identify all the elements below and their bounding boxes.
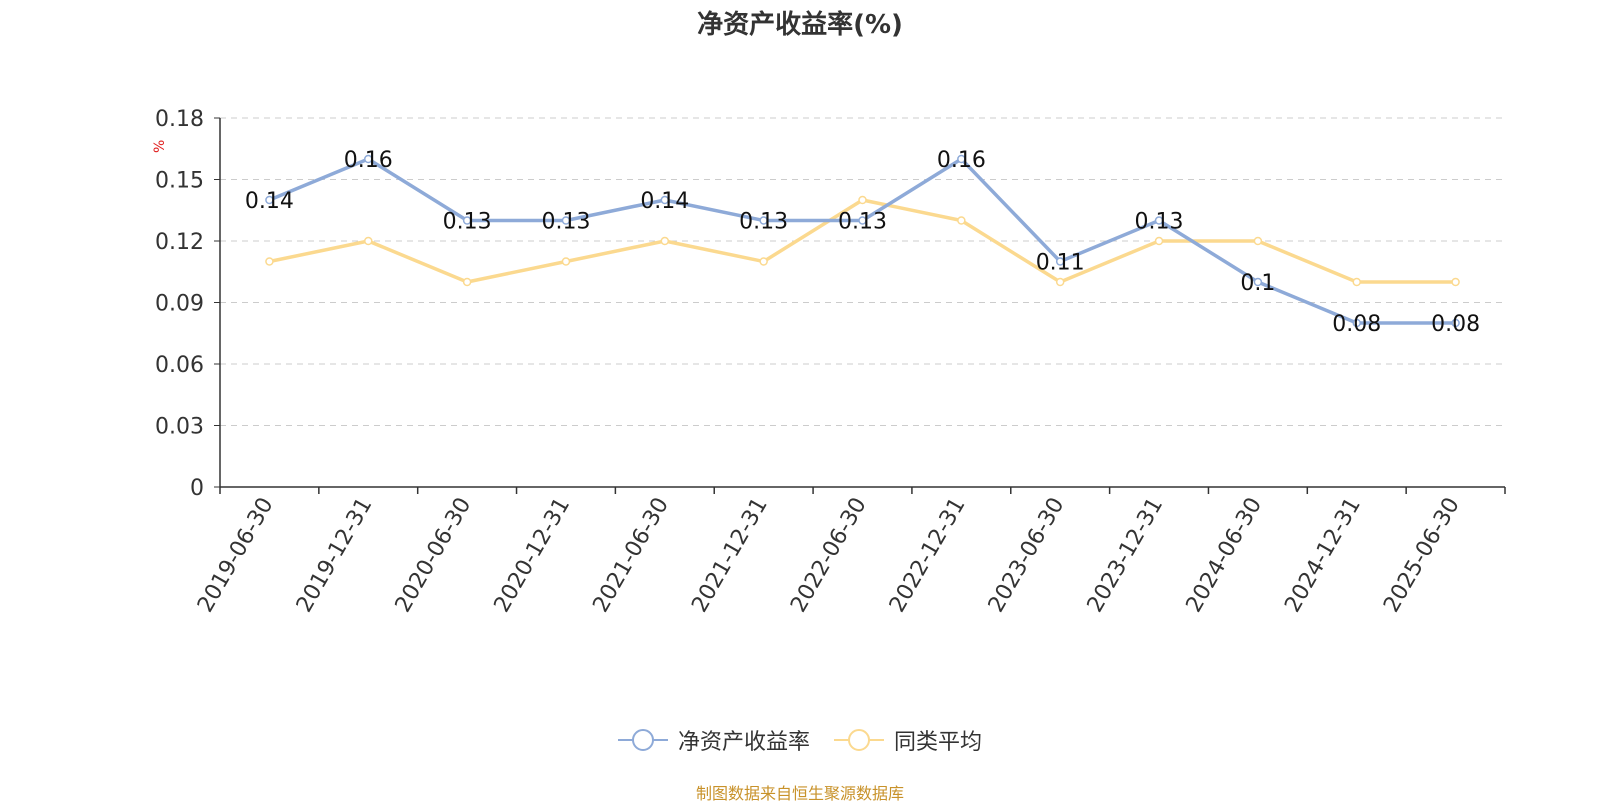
legend: 净资产收益率 同类平均 <box>0 724 1600 756</box>
data-point <box>759 257 768 266</box>
x-tick-label: 2020-06-30 <box>391 493 477 616</box>
y-tick-label: 0.15 <box>155 169 204 194</box>
legend-label-roe: 净资产收益率 <box>677 730 810 755</box>
x-tick-label: 2023-12-31 <box>1083 494 1169 617</box>
y-tick-label: 0.03 <box>155 415 204 440</box>
data-point <box>1055 257 1065 266</box>
data-point <box>1451 277 1460 287</box>
legend-item-peer-average[interactable]: 同类平均 <box>834 724 982 756</box>
data-label: 0.1 <box>1240 271 1275 296</box>
y-tick-label: 0.12 <box>155 230 204 255</box>
x-tick-label: 2019-12-31 <box>292 494 378 617</box>
x-tick-label: 2025-06-30 <box>1379 494 1465 617</box>
data-point <box>364 154 373 164</box>
data-point <box>858 195 867 205</box>
data-point <box>1253 236 1263 246</box>
data-point <box>265 257 274 266</box>
data-point <box>759 216 768 225</box>
data-label: 0.13 <box>443 210 492 235</box>
data-point <box>1352 318 1361 328</box>
y-tick-label: 0 <box>190 476 204 501</box>
data-label: 0.13 <box>1135 210 1184 235</box>
data-point <box>462 216 472 225</box>
data-label: 0.14 <box>640 189 689 214</box>
data-point <box>858 216 867 225</box>
legend-swatch-peer-average-icon <box>834 729 884 751</box>
legend-swatch-roe-icon <box>617 729 668 751</box>
data-label: 0.08 <box>1332 312 1381 337</box>
data-point <box>660 195 670 205</box>
data-point <box>364 236 373 246</box>
data-label: 0.13 <box>541 210 590 235</box>
data-point <box>1154 236 1164 246</box>
data-point <box>1055 277 1065 287</box>
data-point <box>1253 277 1263 287</box>
legend-label-peer-average: 同类平均 <box>894 730 983 755</box>
data-point <box>660 236 670 246</box>
data-label: 0.13 <box>838 210 887 235</box>
x-tick-label: 2019-06-30 <box>193 494 279 617</box>
y-tick-label: 0.06 <box>155 353 204 378</box>
y-tick-label: 0.18 <box>155 107 204 132</box>
data-label: 0.16 <box>937 148 986 173</box>
x-tick-label: 2021-06-30 <box>588 494 674 617</box>
data-label: 0.11 <box>1036 251 1085 276</box>
x-tick-label: 2024-06-30 <box>1182 494 1268 617</box>
data-label: 0.14 <box>245 189 294 214</box>
data-label: 0.16 <box>344 148 393 173</box>
data-point <box>561 257 571 266</box>
data-point <box>561 216 571 225</box>
source-note: 制图数据来自恒生聚源数据库 <box>695 784 904 803</box>
data-point <box>1154 216 1164 225</box>
data-point <box>957 154 966 164</box>
x-tick-label: 2020-12-31 <box>490 494 576 617</box>
data-point <box>957 216 966 225</box>
y-tick-label: 0.09 <box>155 292 204 317</box>
legend-item-roe[interactable]: 净资产收益率 <box>617 724 810 756</box>
data-point <box>462 277 472 287</box>
chart-title: 净资产收益率(%) <box>697 10 903 40</box>
data-label: 0.08 <box>1431 312 1480 337</box>
x-tick-label: 2023-06-30 <box>984 494 1070 617</box>
data-point <box>265 195 274 205</box>
x-tick-label: 2021-12-31 <box>687 494 773 617</box>
x-tick-label: 2022-06-30 <box>786 494 872 617</box>
x-tick-label: 2024-12-31 <box>1280 494 1366 617</box>
x-tick-label: 2022-12-31 <box>885 494 971 617</box>
data-point <box>1352 277 1361 287</box>
data-label: 0.13 <box>739 210 788 235</box>
data-point <box>1451 318 1460 328</box>
